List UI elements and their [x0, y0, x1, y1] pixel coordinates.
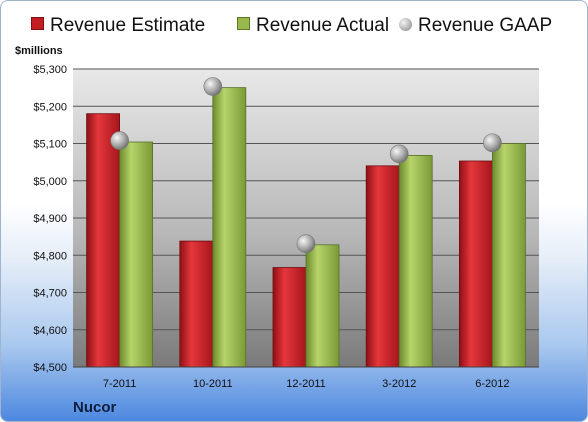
company-name: Nucor [73, 399, 117, 416]
bar-revenue-estimate [365, 165, 400, 368]
legend-item-revenue-gaap: Revenue GAAP [399, 15, 552, 37]
marker-revenue-gaap [110, 131, 129, 150]
marker-revenue-gaap [296, 234, 316, 254]
y-tick-label: $4,900 [33, 213, 67, 225]
x-tick-label: 10-2011 [193, 378, 233, 390]
bar-revenue-actual [398, 155, 433, 368]
legend: Revenue Estimate Revenue Actual Revenue … [31, 15, 567, 41]
x-tick-label: 6-2012 [475, 378, 509, 390]
bar-revenue-estimate [179, 240, 214, 368]
x-axis-tick-labels: 7-2011 10-2011 12-2011 3-2012 6-2012 [103, 378, 510, 390]
y-axis-tick-labels: $4,500 $4,600 $4,700 $4,800 $4,900 $5,000 $5,1… [33, 64, 67, 374]
bar-revenue-estimate [272, 267, 307, 368]
legend-swatch-estimate [31, 17, 44, 30]
marker-revenue-gaap [203, 77, 223, 96]
legend-label-estimate: Revenue Estimate [50, 15, 206, 36]
y-tick-label: $5,300 [33, 64, 67, 76]
marker-revenue-gaap [389, 144, 409, 164]
x-tick-label: 3-2012 [382, 378, 416, 390]
y-tick-label: $5,200 [33, 101, 67, 113]
y-tick-label: $5,100 [33, 139, 67, 151]
bar-revenue-actual [212, 87, 247, 368]
bar-revenue-estimate [458, 160, 493, 368]
y-tick-label: $4,600 [33, 325, 67, 337]
y-tick-label: $5,000 [33, 176, 67, 188]
bars [86, 87, 526, 368]
bar-revenue-estimate [86, 113, 120, 368]
y-tick-label: $4,800 [33, 250, 67, 262]
bar-revenue-actual [305, 244, 340, 368]
y-tick-label: $4,700 [33, 288, 67, 300]
bar-revenue-actual [491, 143, 526, 368]
legend-item-revenue-estimate: Revenue Estimate [31, 15, 205, 37]
marker-revenue-gaap [483, 133, 502, 153]
y-axis-unit-label: $millions [15, 45, 63, 57]
legend-label-gaap: Revenue GAAP [418, 15, 553, 36]
legend-swatch-actual [237, 17, 250, 30]
legend-label-actual: Revenue Actual [256, 15, 390, 36]
bar-revenue-actual [119, 141, 153, 368]
y-tick-label: $4,500 [33, 362, 67, 374]
x-tick-label: 12-2011 [286, 378, 326, 390]
x-tick-label: 7-2011 [103, 378, 136, 390]
legend-item-revenue-actual: Revenue Actual [237, 15, 389, 37]
legend-swatch-gaap [399, 18, 412, 31]
gaap-markers [110, 77, 502, 254]
